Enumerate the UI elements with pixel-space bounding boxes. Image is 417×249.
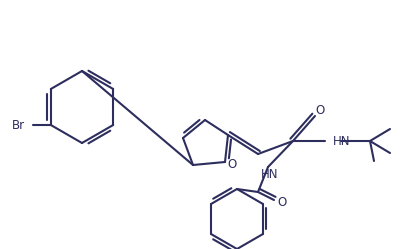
Text: O: O [277, 195, 286, 208]
Text: O: O [315, 104, 324, 117]
Text: Br: Br [12, 119, 25, 131]
Text: HN: HN [333, 134, 351, 147]
Text: HN: HN [261, 169, 279, 182]
Text: O: O [227, 158, 236, 171]
